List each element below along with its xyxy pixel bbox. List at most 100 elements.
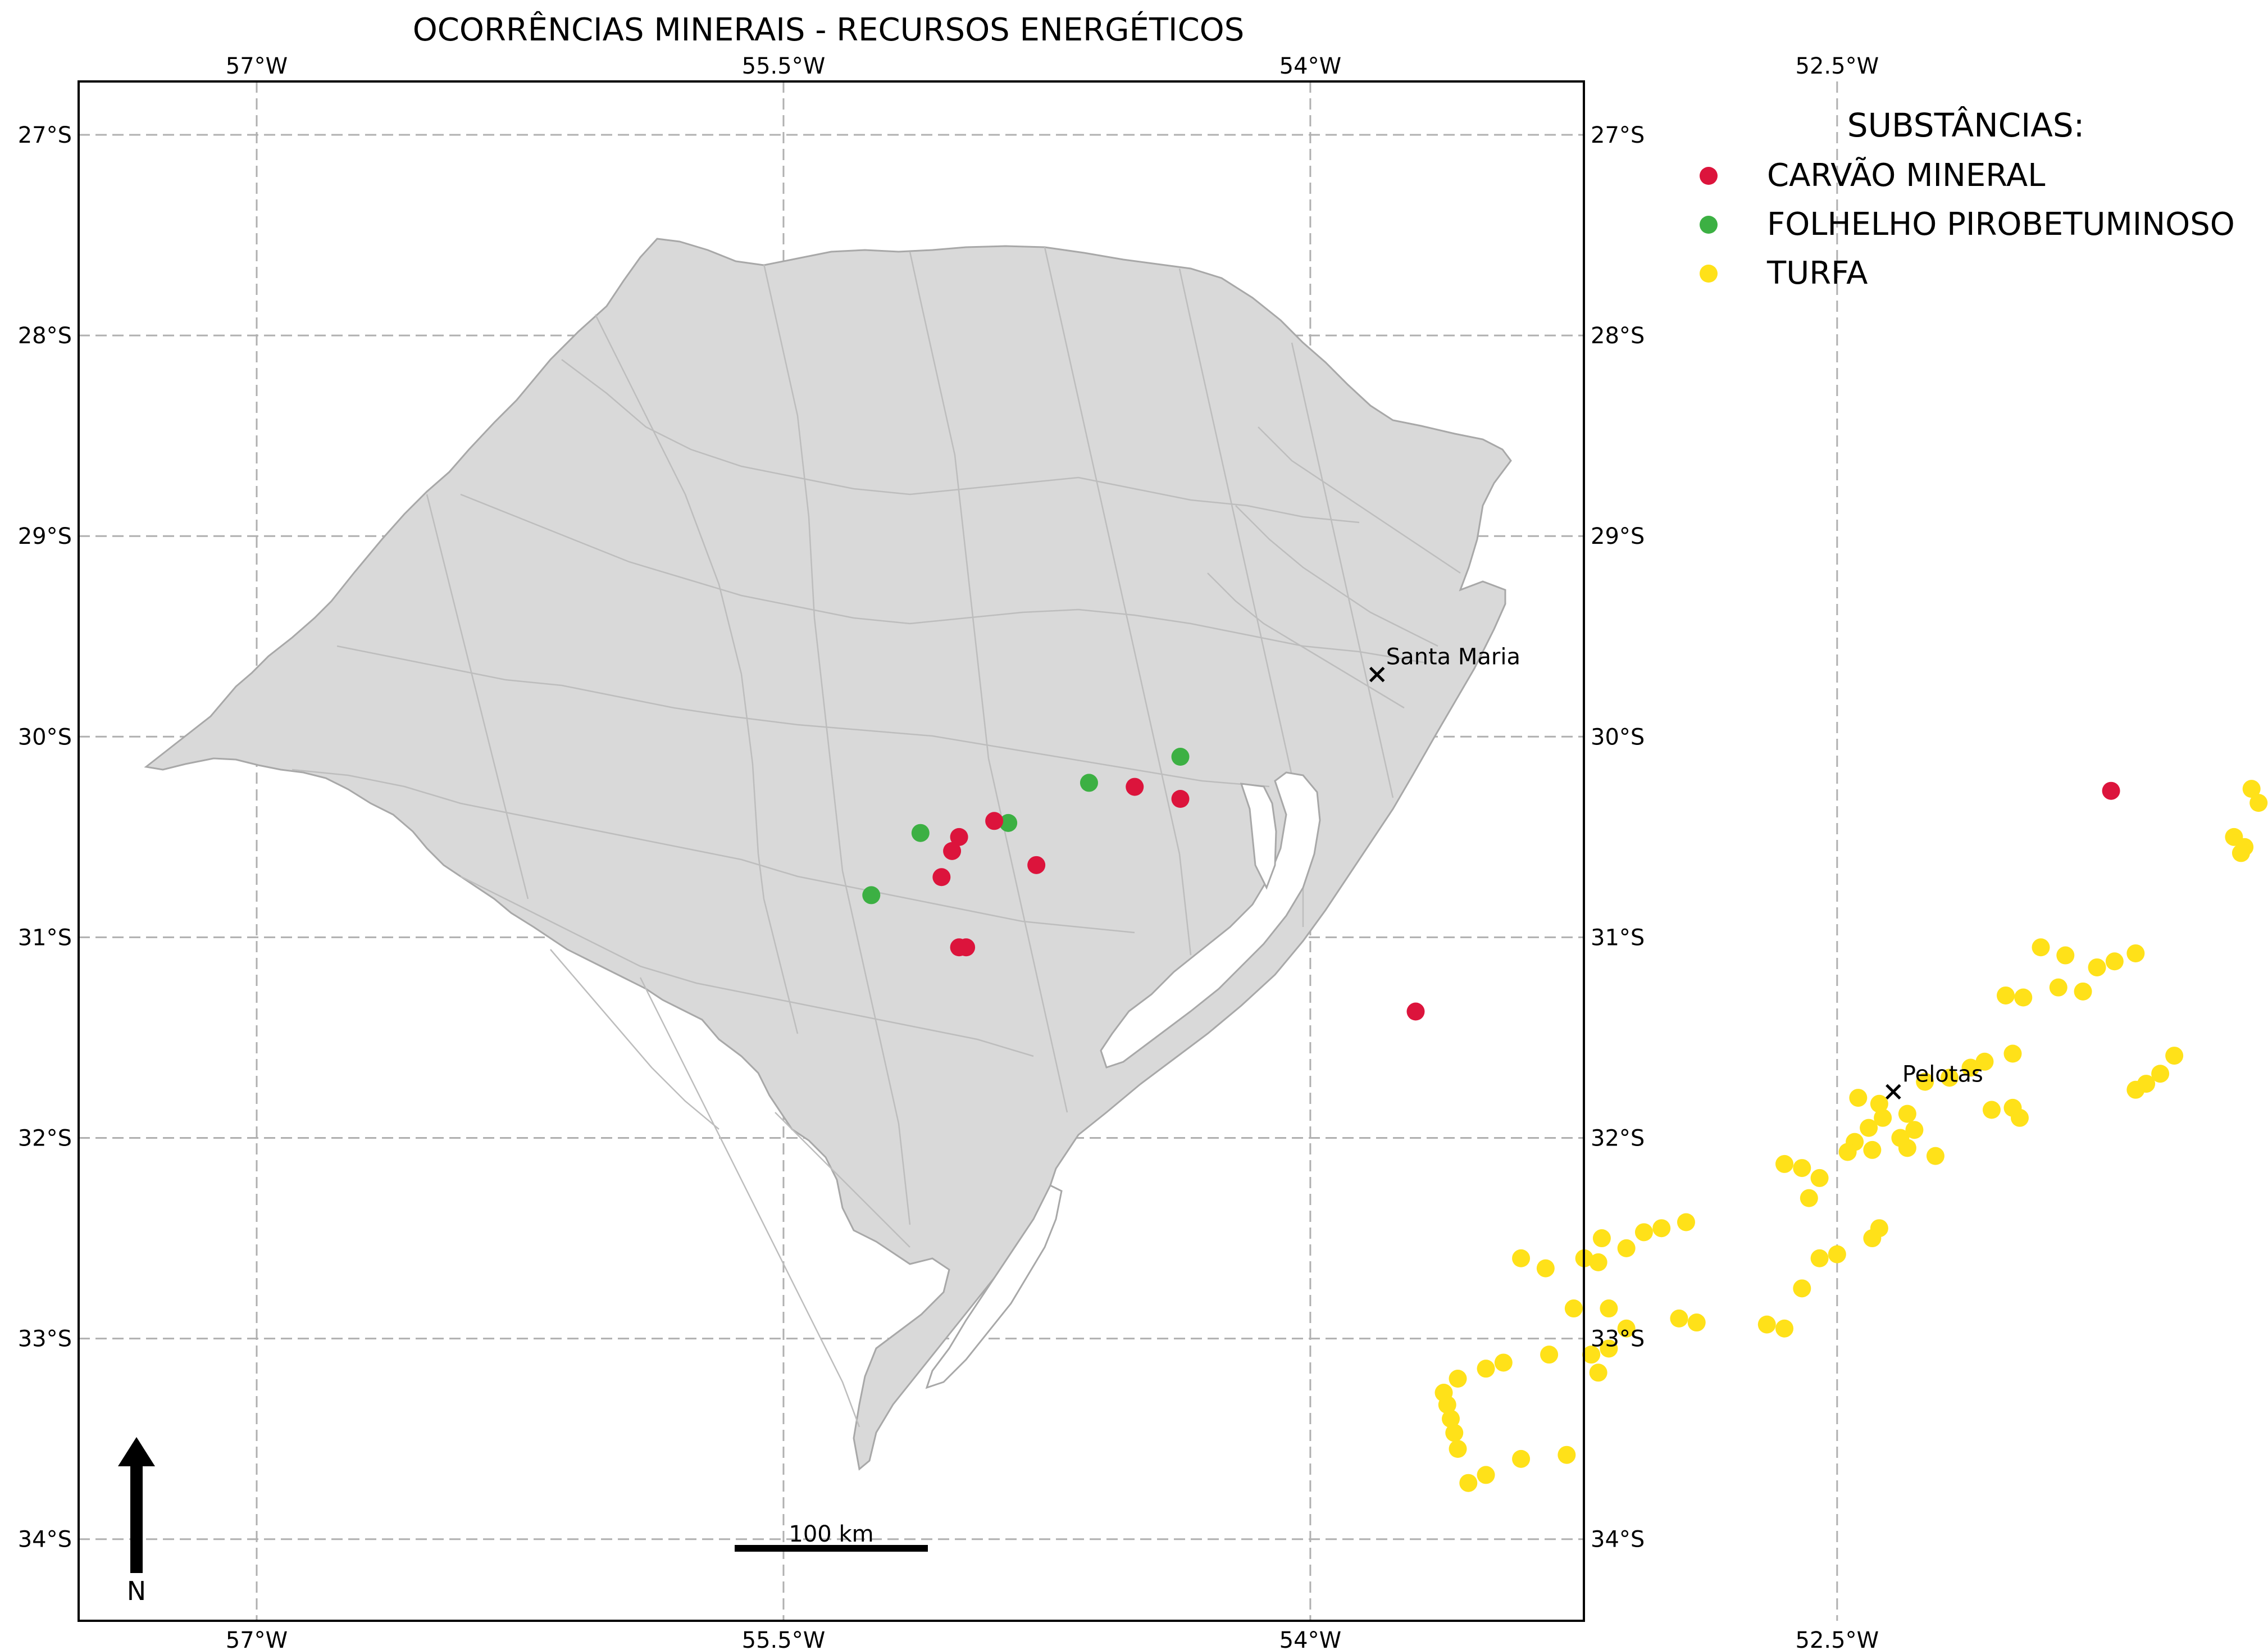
y-tick-label-left: 29°S: [18, 524, 72, 549]
x-tick-label-top: 55.5°W: [742, 53, 826, 79]
point-turfa: [1592, 1229, 1611, 1248]
point-turfa: [2151, 1065, 2170, 1083]
point-turfa: [2165, 1047, 2184, 1065]
legend-marker-folhelho: [1700, 216, 1718, 234]
y-tick-label-left: 32°S: [18, 1126, 72, 1152]
point-turfa: [1589, 1253, 1607, 1271]
city-label: Pelotas: [1902, 1061, 1983, 1087]
point-turfa: [1793, 1159, 1811, 1178]
y-tick-label-right: 30°S: [1591, 724, 1645, 750]
point-carvao: [1406, 1002, 1425, 1021]
point-folhelho: [999, 813, 1018, 832]
point-turfa: [1652, 1219, 1671, 1238]
point-turfa: [1438, 1396, 1456, 1414]
x-tick-label-bottom: 54°W: [1279, 1628, 1341, 1650]
y-tick-label-left: 33°S: [18, 1326, 72, 1352]
point-turfa: [1449, 1370, 1467, 1388]
legend-title: SUBSTÂNCIAS:: [1847, 106, 2084, 144]
point-turfa: [2242, 780, 2261, 798]
point-turfa: [1775, 1154, 1794, 1173]
point-turfa: [2126, 944, 2145, 962]
point-turfa: [1982, 1101, 2001, 1119]
point-carvao: [985, 812, 1004, 830]
point-turfa: [1617, 1239, 1636, 1257]
point-carvao: [2102, 781, 2120, 800]
point-turfa: [1800, 1189, 1818, 1207]
y-tick-label-right: 32°S: [1591, 1126, 1645, 1152]
point-turfa: [2032, 938, 2050, 957]
point-turfa: [1459, 1474, 1478, 1492]
point-turfa: [1849, 1089, 1868, 1107]
point-turfa: [1828, 1245, 1846, 1263]
point-turfa: [1670, 1309, 1688, 1328]
point-turfa: [1540, 1346, 1559, 1364]
point-turfa: [2056, 946, 2075, 965]
point-turfa: [1442, 1410, 1460, 1428]
north-arrow: N: [118, 1437, 155, 1606]
y-tick-label-right: 27°S: [1591, 122, 1645, 148]
y-tick-label-right: 29°S: [1591, 524, 1645, 549]
point-turfa: [1589, 1363, 1607, 1382]
point-turfa: [1996, 986, 2015, 1004]
point-turfa: [1810, 1169, 1829, 1187]
point-turfa: [1940, 1069, 1959, 1087]
point-turfa: [1477, 1360, 1495, 1378]
y-tick-label-left: 31°S: [18, 925, 72, 951]
y-tick-label-right: 34°S: [1591, 1527, 1645, 1553]
x-tick-label-top: 54°W: [1279, 53, 1341, 79]
point-turfa: [1898, 1139, 1916, 1157]
point-turfa: [1961, 1058, 1980, 1077]
point-carvao: [1126, 778, 1144, 796]
point-turfa: [2011, 1108, 2029, 1127]
point-turfa: [2074, 982, 2092, 1001]
point-turfa: [2049, 978, 2067, 997]
x-tick-label-bottom: 52.5°W: [1796, 1628, 1879, 1650]
point-turfa: [1775, 1319, 1794, 1338]
point-turfa: [1838, 1143, 1857, 1161]
legend-marker-carvao: [1700, 167, 1718, 185]
point-carvao: [957, 938, 976, 957]
point-carvao: [950, 828, 968, 846]
point-turfa: [1757, 1315, 1776, 1334]
rio-grande-do-sul-outline: [144, 238, 1512, 1471]
point-turfa: [1863, 1140, 1882, 1159]
y-tick-label-left: 30°S: [18, 724, 72, 750]
point-turfa: [1617, 1319, 1636, 1338]
guaiba-estuary: [1240, 783, 1277, 890]
point-turfa: [1512, 1449, 1531, 1468]
city-marker-icon: [1886, 1084, 1901, 1100]
point-turfa: [1905, 1121, 1924, 1139]
x-tick-label-bottom: 57°W: [226, 1628, 288, 1650]
point-turfa: [1926, 1147, 1944, 1165]
point-turfa: [1536, 1259, 1555, 1278]
point-folhelho: [1171, 748, 1190, 766]
y-tick-label-right: 28°S: [1591, 323, 1645, 349]
point-turfa: [2088, 958, 2106, 976]
point-turfa: [1870, 1094, 1888, 1113]
point-turfa: [1582, 1346, 1601, 1364]
y-tick-label-left: 28°S: [18, 323, 72, 349]
city-label: Santa Maria: [1386, 644, 1520, 670]
point-turfa: [1600, 1299, 1618, 1318]
point-turfa: [1874, 1108, 1892, 1127]
point-turfa: [1600, 1339, 1618, 1358]
city-marker-icon: [1369, 666, 1385, 683]
y-tick-label-left: 27°S: [18, 122, 72, 148]
north-arrow-label: N: [127, 1576, 146, 1606]
legend-marker-turfa: [1700, 265, 1718, 283]
legend-label-carvao: CARVÃO MINERAL: [1767, 157, 2045, 194]
north-arrow-icon: [118, 1437, 155, 1573]
point-turfa: [1860, 1119, 1878, 1137]
point-turfa: [1677, 1213, 1695, 1231]
point-carvao: [1171, 790, 1190, 808]
occurrence-points: [862, 748, 2268, 1492]
legend-label-folhelho: FOLHELHO PIROBETUMINOSO: [1767, 206, 2235, 243]
point-turfa: [1793, 1279, 1811, 1298]
point-turfa: [1477, 1466, 1495, 1484]
scale-bar-label: 100 km: [789, 1521, 873, 1547]
point-carvao: [1027, 856, 1046, 874]
point-turfa: [2003, 1044, 2022, 1063]
point-turfa: [1449, 1440, 1467, 1458]
city-markers: Caxias do SulSanta MariaPorto AlegrePelo…: [1369, 644, 1983, 1100]
